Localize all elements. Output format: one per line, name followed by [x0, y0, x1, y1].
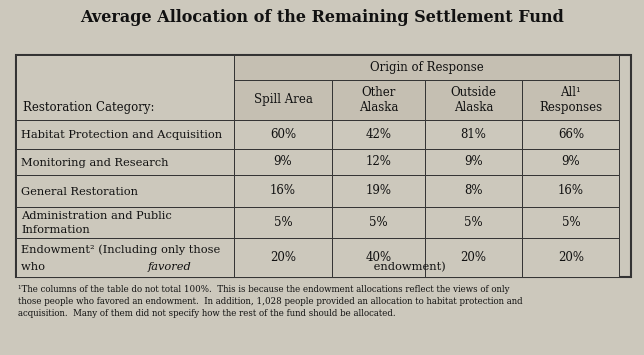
Text: Origin of Response: Origin of Response — [370, 61, 484, 74]
Text: 20%: 20% — [558, 251, 584, 264]
Text: Restoration Category:: Restoration Category: — [23, 102, 154, 114]
Text: 9%: 9% — [562, 155, 580, 168]
Text: favored: favored — [148, 262, 192, 272]
Text: 42%: 42% — [365, 128, 392, 141]
Text: 19%: 19% — [365, 184, 392, 197]
Text: 9%: 9% — [464, 155, 483, 168]
Text: 81%: 81% — [460, 128, 487, 141]
Text: 60%: 60% — [270, 128, 296, 141]
Text: 20%: 20% — [460, 251, 487, 264]
Text: 20%: 20% — [270, 251, 296, 264]
Text: 5%: 5% — [562, 216, 580, 229]
Text: who: who — [21, 262, 49, 272]
Text: 40%: 40% — [365, 251, 392, 264]
Text: Endowment² (Including only those: Endowment² (Including only those — [21, 245, 220, 255]
Text: Habitat Protection and Acquisition: Habitat Protection and Acquisition — [21, 131, 222, 141]
Text: Monitoring and Research: Monitoring and Research — [21, 158, 169, 168]
Text: All¹
Responses: All¹ Responses — [539, 86, 602, 114]
Text: 8%: 8% — [464, 184, 483, 197]
Text: 66%: 66% — [558, 128, 584, 141]
Text: Outside
Alaska: Outside Alaska — [451, 86, 497, 114]
Text: endowment): endowment) — [370, 262, 446, 272]
Text: 5%: 5% — [369, 216, 388, 229]
Text: ¹The columns of the table do not total 100%.  This is because the endowment allo: ¹The columns of the table do not total 1… — [18, 285, 523, 318]
Text: 5%: 5% — [464, 216, 483, 229]
Text: Administration and Public: Administration and Public — [21, 211, 172, 221]
Text: 9%: 9% — [274, 155, 292, 168]
Text: Information: Information — [21, 225, 90, 235]
Text: 16%: 16% — [558, 184, 584, 197]
Text: 16%: 16% — [270, 184, 296, 197]
Text: General Restoration: General Restoration — [21, 187, 138, 197]
Text: Other
Alaska: Other Alaska — [359, 86, 398, 114]
Text: Average Allocation of the Remaining Settlement Fund: Average Allocation of the Remaining Sett… — [80, 9, 564, 26]
Text: Spill Area: Spill Area — [254, 93, 312, 106]
Text: 5%: 5% — [274, 216, 292, 229]
Text: 12%: 12% — [365, 155, 392, 168]
